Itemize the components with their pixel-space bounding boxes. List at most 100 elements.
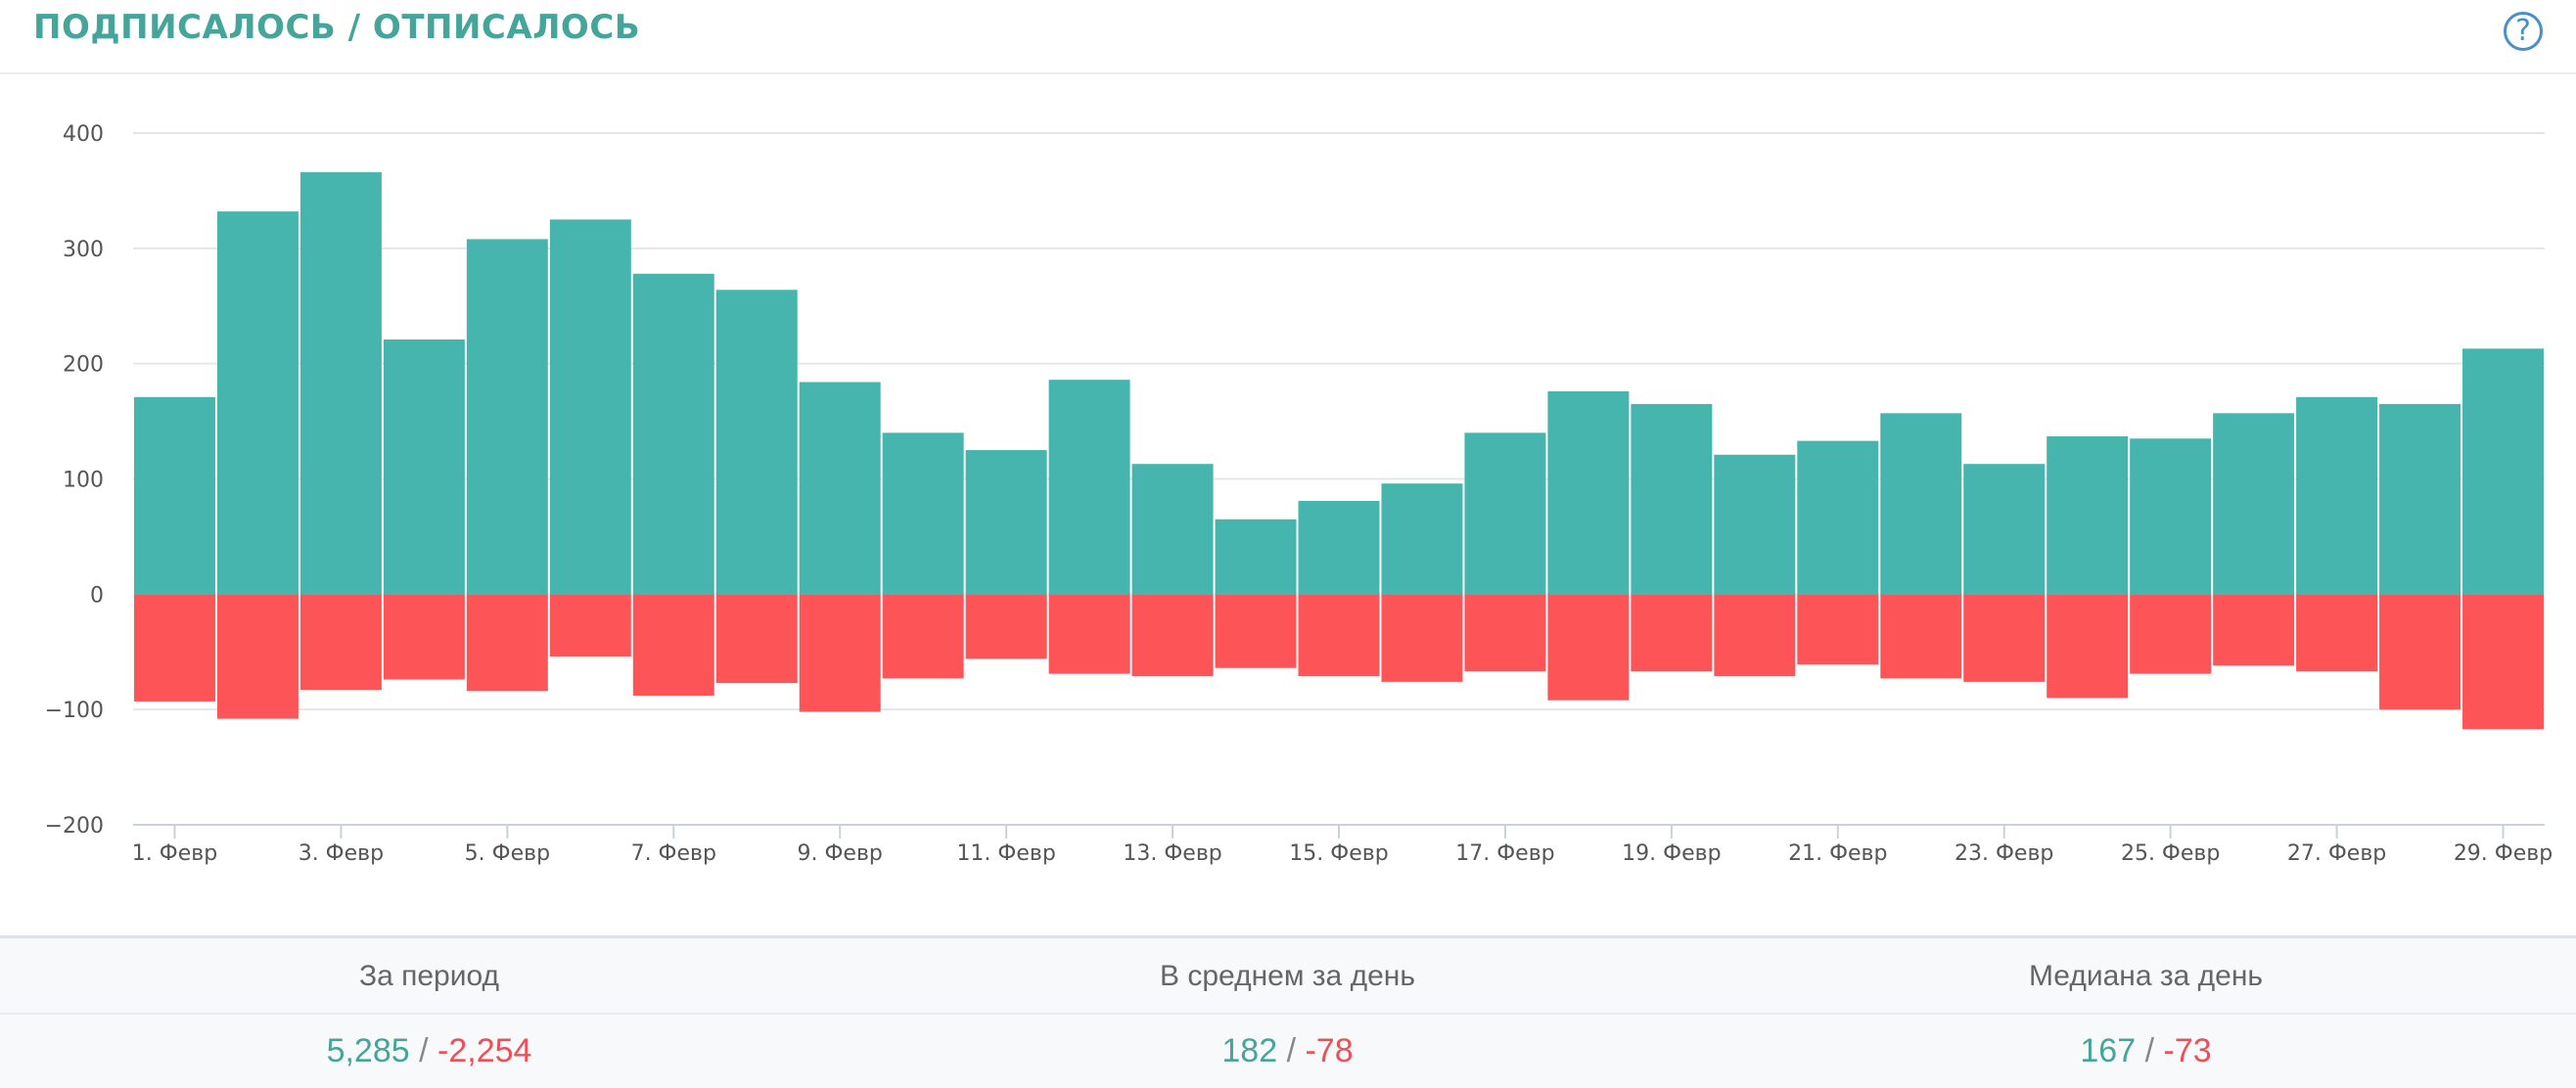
stats-median: Медиана за день 167 / -73 <box>1717 938 2575 1088</box>
y-tick-label: 400 <box>63 122 104 147</box>
bar-subscribed <box>2213 413 2295 595</box>
bar-subscribed <box>2130 438 2212 595</box>
bar-unsubscribed <box>1298 594 1380 676</box>
x-tick-label: 25. Февр <box>2121 841 2220 866</box>
y-tick-label: 100 <box>63 469 104 493</box>
stats-period-label: За период <box>358 960 500 992</box>
bar-unsubscribed <box>134 594 215 702</box>
bar-unsubscribed <box>882 594 964 679</box>
stats-period-subscribed: 5,285 <box>326 1032 410 1069</box>
bar-subscribed <box>1131 464 1214 595</box>
x-tick-label: 3. Февр <box>299 841 384 866</box>
stats-period-value: 5,285 / -2,254 <box>0 1032 858 1070</box>
bar-subscribed <box>383 339 465 595</box>
bar-unsubscribed <box>383 594 465 680</box>
question-circle-icon[interactable]: ? <box>2504 12 2543 51</box>
bar-unsubscribed <box>549 594 631 657</box>
x-tick-label: 1. Февр <box>132 841 217 866</box>
bar-subscribed <box>632 273 714 595</box>
bar-subscribed <box>466 239 548 595</box>
stats-median-label: Медиана за день <box>2028 960 2264 992</box>
x-tick-label: 7. Февр <box>631 841 716 866</box>
bar-unsubscribed <box>1215 594 1297 668</box>
y-tick-label: −100 <box>45 699 104 723</box>
bar-unsubscribed <box>216 594 299 719</box>
bar-subscribed <box>1547 390 1630 595</box>
stats-median-unsubscribed: -73 <box>2163 1032 2212 1069</box>
bar-chart: 400 300 200 100 0 −100 −200 1. Февр 3. Февр 5. Фе… <box>45 122 2553 866</box>
chart-header: ПОДПИСАЛОСЬ / ОТПИСАЛОСЬ ? <box>0 0 2576 74</box>
stats-average-subscribed: 182 <box>1221 1032 1278 1069</box>
bar-subscribed <box>1631 403 1713 595</box>
x-tick-label: 29. Февр <box>2454 841 2553 866</box>
bar-subscribed <box>1048 380 1130 595</box>
bar-unsubscribed <box>1714 594 1796 676</box>
x-tick-label: 13. Февр <box>1123 841 1221 866</box>
stats-average-label: В среднем за день <box>1160 960 1415 992</box>
stats-period: За период 5,285 / -2,254 <box>0 938 858 1088</box>
stats-period-unsubscribed: -2,254 <box>437 1032 532 1069</box>
bar-subscribed <box>1797 440 1879 595</box>
x-tick-label: 15. Февр <box>1289 841 1388 866</box>
y-tick-label: −200 <box>45 814 104 839</box>
stats-median-value: 167 / -73 <box>1717 1032 2575 1070</box>
bar-unsubscribed <box>2130 594 2212 674</box>
bar-unsubscribed <box>632 594 714 697</box>
bar-subscribed <box>1381 483 1463 595</box>
x-tick-label: 23. Февр <box>1955 841 2053 866</box>
bar-unsubscribed <box>2047 594 2129 699</box>
bar-subscribed <box>1963 464 2046 595</box>
bar-subscribed <box>1464 432 1546 595</box>
bar-unsubscribed <box>1631 594 1713 672</box>
bar-unsubscribed <box>1381 594 1463 682</box>
bar-unsubscribed <box>799 594 881 712</box>
bar-unsubscribed <box>2213 594 2295 666</box>
bar-unsubscribed <box>466 594 548 692</box>
chart-title: ПОДПИСАЛОСЬ / ОТПИСАЛОСЬ <box>33 8 641 47</box>
bar-subscribed <box>134 396 215 595</box>
y-tick-label: 0 <box>90 583 104 608</box>
stats-average-unsubscribed: -78 <box>1305 1032 1354 1069</box>
stats-median-subscribed: 167 <box>2080 1032 2137 1069</box>
x-tick-label: 11. Февр <box>956 841 1055 866</box>
bar-unsubscribed <box>965 594 1047 659</box>
bar-unsubscribed <box>1880 594 1962 679</box>
bar-subscribed <box>2462 348 2544 595</box>
bar-unsubscribed <box>1797 594 1879 665</box>
bar-subscribed <box>2296 396 2378 595</box>
bar-subscribed <box>799 382 881 595</box>
bar-unsubscribed <box>1963 594 2046 682</box>
stats-panel: За период 5,285 / -2,254 В среднем за де… <box>0 935 2576 1088</box>
bar-unsubscribed <box>2462 594 2544 730</box>
x-tick-label: 21. Февр <box>1788 841 1887 866</box>
x-tick-label: 5. Февр <box>465 841 550 866</box>
bar-subscribed <box>2047 435 2129 595</box>
bar-unsubscribed <box>2379 594 2461 710</box>
x-tick-label: 19. Февр <box>1622 841 1721 866</box>
x-tick-label: 27. Февр <box>2287 841 2386 866</box>
bar-subscribed <box>299 172 382 595</box>
bar-subscribed <box>1215 519 1297 595</box>
bar-subscribed <box>1298 500 1380 595</box>
bar-unsubscribed <box>1547 594 1630 701</box>
stats-period-separator: / <box>409 1032 438 1069</box>
bar-subscribed <box>216 211 299 595</box>
bar-subscribed <box>549 219 631 595</box>
x-tick-label: 17. Февр <box>1455 841 1554 866</box>
stats-average: В среднем за день 182 / -78 <box>858 938 1717 1088</box>
bar-unsubscribed <box>715 594 798 684</box>
bar-unsubscribed <box>1048 594 1130 674</box>
bar-subscribed <box>1714 454 1796 595</box>
bar-unsubscribed <box>299 594 382 691</box>
bar-subscribed <box>2379 403 2461 595</box>
stats-divider <box>0 1013 2576 1015</box>
bar-subscribed <box>715 290 798 595</box>
stats-median-separator: / <box>2136 1032 2164 1069</box>
bar-subscribed <box>1880 413 1962 595</box>
bar-subscribed <box>882 432 964 595</box>
bar-subscribed <box>965 450 1047 595</box>
bar-unsubscribed <box>1131 594 1214 676</box>
y-tick-label: 200 <box>63 353 104 378</box>
y-tick-label: 300 <box>63 238 104 262</box>
x-tick-label: 9. Февр <box>798 841 883 866</box>
